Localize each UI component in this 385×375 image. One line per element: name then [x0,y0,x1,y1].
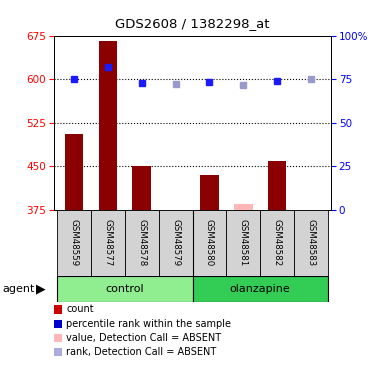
Bar [125,210,159,276]
Text: GDS2608 / 1382298_at: GDS2608 / 1382298_at [115,17,270,30]
Bar [226,210,260,276]
Text: GSM48582: GSM48582 [273,219,281,266]
Bar [234,204,253,210]
Bar [159,210,192,276]
Text: rank, Detection Call = ABSENT: rank, Detection Call = ABSENT [66,347,216,357]
Text: GSM48559: GSM48559 [70,219,79,266]
Bar [99,42,117,210]
Text: GSM48580: GSM48580 [205,219,214,266]
Bar [91,210,125,276]
Text: agent: agent [2,284,34,294]
Bar [65,134,84,210]
Text: count: count [66,304,94,314]
Bar [200,175,219,210]
Bar [268,160,286,210]
Text: GSM48578: GSM48578 [137,219,146,266]
Bar [260,210,294,276]
Bar [57,276,192,302]
Bar [57,210,91,276]
Text: control: control [105,284,144,294]
Bar [294,210,328,276]
Bar [192,276,328,302]
Text: GSM48581: GSM48581 [239,219,248,266]
Text: GSM48577: GSM48577 [104,219,112,266]
Text: GSM48579: GSM48579 [171,219,180,266]
Bar [132,166,151,210]
Bar [192,210,226,276]
Text: GSM48583: GSM48583 [306,219,315,266]
Text: ▶: ▶ [36,283,45,296]
Text: value, Detection Call = ABSENT: value, Detection Call = ABSENT [66,333,221,343]
Text: percentile rank within the sample: percentile rank within the sample [66,319,231,328]
Text: olanzapine: olanzapine [230,284,291,294]
